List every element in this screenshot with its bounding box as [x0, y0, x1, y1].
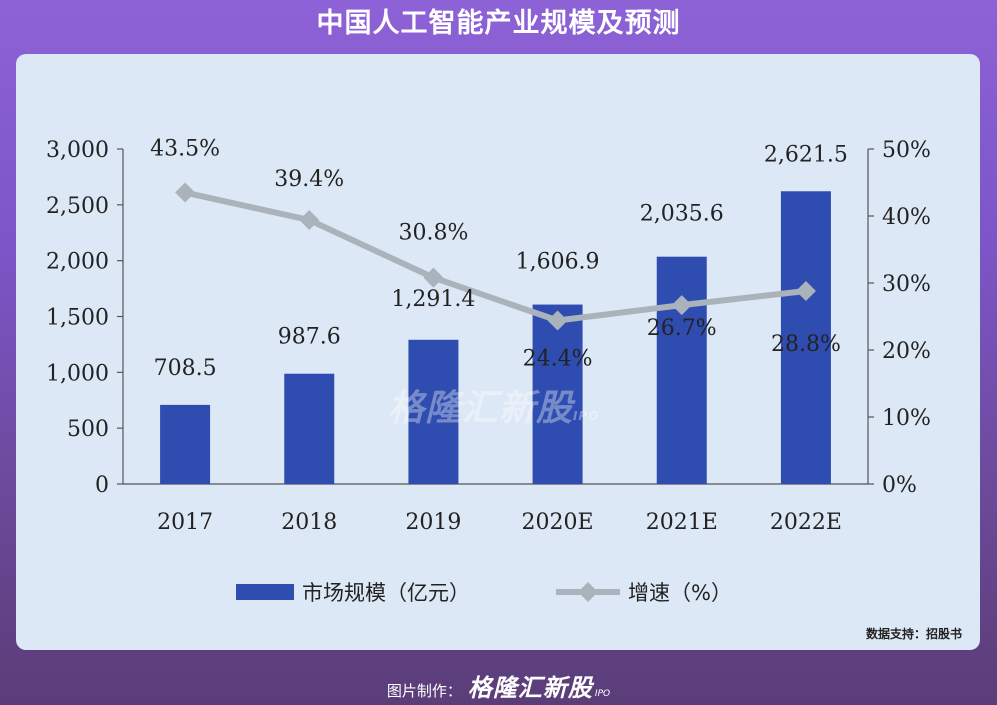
bar	[780, 191, 831, 484]
right-tick-label: 0%	[882, 473, 917, 498]
watermark: 格隆汇新股IPO	[388, 379, 599, 431]
footer-label: 图片制作：	[386, 682, 462, 700]
growth-value-label: 24.4%	[523, 347, 593, 372]
footer: 图片制作： 格隆汇新股 IPO	[0, 668, 997, 703]
legend-bar-label: 市场规模（亿元）	[302, 581, 470, 605]
x-tick-label: 2019	[405, 510, 461, 535]
legend-line-label: 增速（%）	[628, 581, 732, 605]
x-tick-label: 2017	[157, 510, 213, 535]
growth-marker	[671, 295, 692, 316]
bar	[656, 256, 707, 484]
growth-value-label: 26.7%	[647, 316, 717, 341]
bar-value-label: 2,035.6	[640, 202, 724, 227]
x-tick-label: 2018	[281, 510, 337, 535]
growth-marker	[175, 182, 196, 203]
growth-marker	[423, 267, 444, 288]
left-tick-label: 2,500	[46, 194, 109, 219]
chart-card: 0 500 1,000 1,500 2,000 2,500 3,000 0% 10% 20% 30%…	[16, 54, 980, 650]
legend-bar-swatch	[236, 584, 294, 600]
right-tick-label: 20%	[882, 339, 931, 364]
growth-marker	[795, 281, 816, 302]
x-tick-label: 2021E	[646, 510, 718, 535]
bar-value-label: 2,621.5	[764, 142, 848, 167]
legend-line-marker	[578, 582, 598, 602]
watermark-suffix: IPO	[573, 409, 600, 423]
bar	[532, 304, 583, 484]
x-tick-label: 2022E	[770, 510, 842, 535]
right-tick-label: 30%	[882, 272, 931, 297]
growth-value-label: 43.5%	[150, 137, 220, 162]
growth-line	[184, 189, 807, 324]
left-tick-label: 3,000	[46, 138, 109, 163]
bar-value-label: 987.6	[278, 325, 341, 350]
right-tick-label: 10%	[882, 406, 931, 431]
chart-title: 中国人工智能产业规模及预测	[316, 8, 681, 39]
growth-marker	[299, 210, 320, 231]
left-tick-label: 2,000	[46, 250, 109, 275]
bar-value-label: 1,606.9	[516, 250, 600, 275]
footer-brand-suffix: IPO	[594, 689, 611, 699]
footer-brand-logo: 格隆汇新股	[467, 674, 593, 702]
bar	[160, 404, 211, 484]
right-tick-label: 40%	[882, 205, 931, 230]
growth-value-label: 28.8%	[771, 332, 841, 357]
data-source: 数据支持：招股书	[865, 627, 962, 641]
growth-value-label: 30.8%	[398, 221, 468, 246]
left-tick-label: 1,000	[46, 361, 109, 386]
bar	[284, 373, 335, 484]
left-tick-label: 1,500	[46, 306, 109, 331]
combo-chart: 0 500 1,000 1,500 2,000 2,500 3,000 0% 10% 20% 30%…	[46, 137, 931, 605]
bar-value-label: 1,291.4	[391, 287, 475, 312]
left-tick-label: 0	[95, 473, 109, 498]
growth-marker	[547, 310, 568, 331]
watermark-text: 格隆汇新股	[388, 388, 574, 429]
right-tick-label: 50%	[882, 138, 931, 163]
x-tick-label: 2020E	[522, 510, 594, 535]
left-tick-label: 500	[67, 417, 109, 442]
bar-value-label: 708.5	[154, 356, 217, 381]
bar	[408, 339, 459, 484]
growth-value-label: 39.4%	[274, 167, 344, 192]
